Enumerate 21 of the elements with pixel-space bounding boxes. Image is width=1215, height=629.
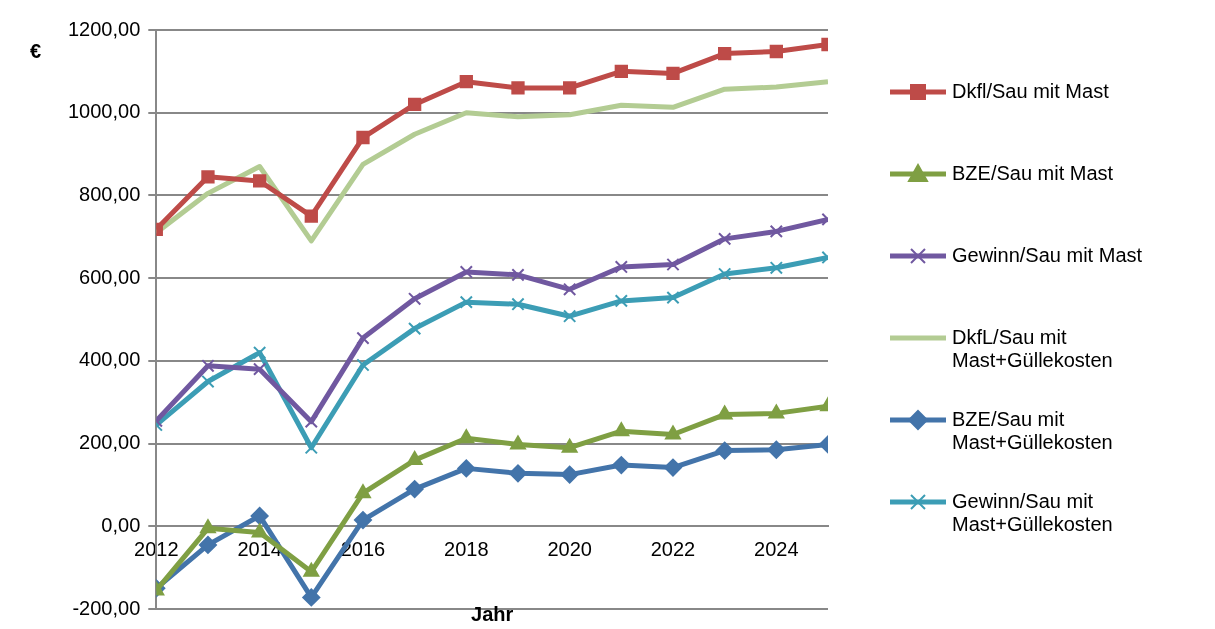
legend-label: Dkfl/Sau mit Mast: [952, 80, 1109, 103]
x-tick-label: 2022: [650, 537, 696, 560]
y-tick-label: 400,00: [79, 348, 141, 371]
legend-label: Gewinn/Sau mit Mast+Güllekosten: [952, 490, 1114, 536]
legend-label: BZE/Sau mit Mast: [952, 162, 1114, 185]
legend-label: DkfL/Sau mit Mast+Güllekosten: [952, 326, 1114, 372]
x-tick-label: 2018: [444, 537, 489, 560]
x-tick-label: 2020: [547, 537, 592, 560]
y-axis-title: €: [30, 40, 42, 63]
y-tick-label: 600,00: [79, 265, 141, 288]
y-tick-label: 200,00: [79, 431, 141, 454]
legend-label: Gewinn/Sau mit Mast: [952, 244, 1143, 267]
x-axis-title: Jahr: [471, 603, 514, 625]
y-tick-label: 1000,00: [68, 100, 141, 123]
legend-label: BZE/Sau mit Mast+Güllekosten: [952, 408, 1114, 454]
y-tick-label: 0,00: [101, 513, 141, 536]
y-tick-label: -200,00: [72, 596, 141, 619]
y-tick-label: 800,00: [79, 182, 141, 205]
x-tick-label: 2012: [134, 537, 179, 560]
y-tick-label: 1200,00: [68, 17, 141, 40]
x-tick-label: 2024: [754, 537, 799, 560]
